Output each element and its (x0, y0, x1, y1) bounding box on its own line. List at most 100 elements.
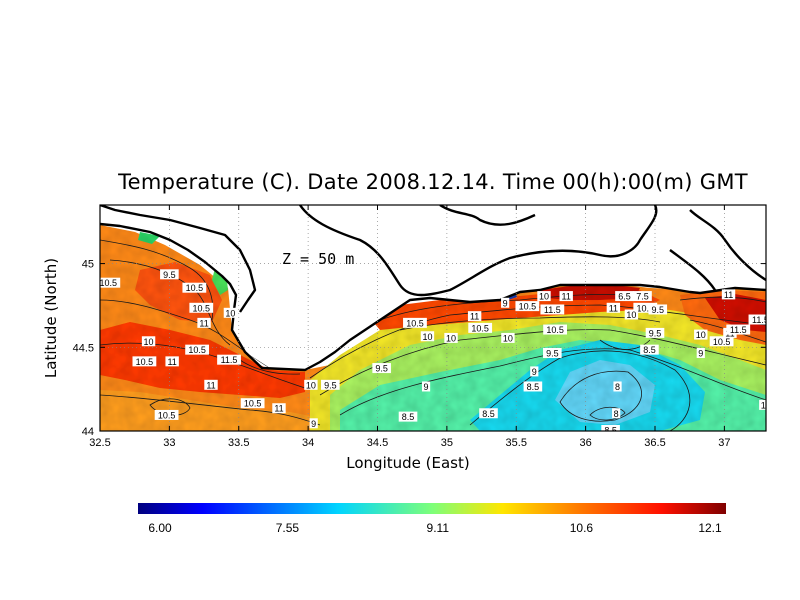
contour-label-text: 10.5 (713, 337, 731, 347)
colorbar-tick-label: 6.00 (148, 521, 172, 535)
contour-label: 10.5 (185, 344, 210, 355)
colorbar-tick-label: 10.6 (570, 521, 594, 535)
contour-label-text: 10 (696, 330, 706, 340)
contour-label-text: 10.5 (406, 318, 424, 328)
contour-label: 10 (304, 379, 318, 390)
contour-label: 9 (530, 366, 539, 377)
contour-label-box (182, 282, 207, 293)
contour-label-box (543, 324, 567, 335)
colorbar-gradient (138, 503, 726, 514)
x-tick-label: 36.5 (644, 437, 665, 449)
contour-label: 11 (197, 317, 211, 328)
contour-label: 10.5 (240, 398, 265, 409)
contour-label: 10.5 (189, 302, 214, 313)
contour-label: 7.5 (633, 291, 652, 302)
plot-frame (99, 204, 767, 432)
contour-label-box (559, 291, 573, 302)
x-axis-ticks: 32.5 33 33.5 34 34.5 35 35.5 36 36.5 37 (89, 205, 731, 449)
colorbar-tick-label: 12.1 (698, 521, 722, 535)
contour-label: 9 (696, 347, 705, 358)
contour-label: 6.5 (615, 291, 634, 302)
contour-label-box (185, 344, 210, 355)
contour-label-box (421, 381, 431, 392)
contour-label-text: 11 (199, 318, 208, 328)
x-tick-label: 34 (302, 437, 314, 449)
contour-label: 9 (501, 297, 510, 308)
contour-label: 11 (165, 356, 179, 367)
contour-label: 9.5 (321, 379, 340, 390)
contour-label: 10.5 (132, 356, 157, 367)
contour-label-text: 8 (615, 382, 620, 392)
colorbar: 6.00 7.55 9.11 10.6 12.1 (138, 503, 726, 535)
contour-label: 9 (309, 418, 318, 429)
contour-label-text: 11 (724, 290, 733, 300)
contour-label-text: 10.5 (136, 357, 154, 367)
contour-label-text: 11 (206, 380, 215, 390)
contour-label-box (154, 409, 179, 420)
contour-label-text: 10.5 (193, 303, 211, 313)
contour-label-box (372, 363, 391, 374)
contour-label-box (444, 332, 458, 343)
contour-label: 10.5 (543, 324, 567, 335)
contour-label-box (648, 304, 668, 315)
contour-label-text: 8.5 (482, 409, 495, 419)
contour-label-box (100, 277, 121, 288)
contour-label: 11 (467, 311, 482, 322)
contour-label: 11 (272, 403, 286, 414)
sea-lightblue-core (555, 360, 655, 425)
contour-label: 9.5 (372, 363, 391, 374)
contour-label-box (709, 336, 734, 347)
x-tick-label: 34.5 (367, 437, 388, 449)
contour-label: 9.5 (648, 304, 668, 315)
contour-label-text: 7.5 (636, 292, 649, 302)
contour-label-text: 10.5 (158, 410, 176, 420)
contour-label-box (403, 317, 427, 328)
contour-label-text: 11 (470, 312, 479, 322)
contour-label: 11 (721, 289, 736, 300)
contour-label: 10.5 (100, 277, 121, 288)
contour-label-text: 11 (167, 357, 176, 367)
contour-label: 10.5 (709, 336, 734, 347)
x-tick-label: 35 (441, 437, 453, 449)
contour-label: 9.5 (160, 269, 179, 280)
y-tick-label: 44 (82, 426, 94, 438)
contour-label: 10.5 (182, 282, 207, 293)
contour-label-box (543, 347, 562, 358)
contour-label-text: 10 (503, 333, 513, 343)
contour-label: 11.5 (726, 324, 751, 335)
contour-label-box (240, 398, 265, 409)
contour-label-text: 1 (761, 400, 766, 410)
contour-label-box (721, 289, 736, 300)
contour-label: 10 (537, 291, 551, 302)
contour-label: 10.5 (633, 302, 658, 313)
contour-label-text: 10.5 (519, 302, 537, 312)
contour-label-box (479, 408, 498, 419)
contour-label: 8.5 (640, 344, 659, 355)
colorbar-tick-label: 7.55 (276, 521, 300, 535)
contour-label: 8.5 (601, 425, 620, 431)
contour-label: 10 (694, 329, 708, 340)
contour-label-text: 10.5 (100, 278, 118, 288)
contour-label-box (530, 366, 539, 377)
contour-label-box (601, 425, 620, 431)
contour-label-text: 10 (144, 337, 154, 347)
contour-label-box (501, 332, 515, 343)
contour-label: 8.5 (479, 408, 498, 419)
contour-label-box (141, 336, 156, 347)
contour-label-text: 11.5 (221, 355, 238, 365)
contour-label-box (633, 302, 658, 313)
contour-label-text: 9 (698, 348, 703, 358)
contour-label: 8.5 (523, 381, 543, 392)
contour-label-text: 10 (422, 332, 432, 342)
contour-label: 11.5 (540, 304, 565, 315)
contour-label-text: 8.5 (527, 382, 540, 392)
contour-label-box (165, 356, 179, 367)
land (100, 205, 766, 370)
map-title: Temperature (C). Date 2008.12.14. Time 0… (118, 170, 748, 194)
contour-label: 10 (444, 332, 458, 343)
contour-label-text: 9 (311, 419, 316, 429)
contour-label-text: 9 (503, 298, 508, 308)
